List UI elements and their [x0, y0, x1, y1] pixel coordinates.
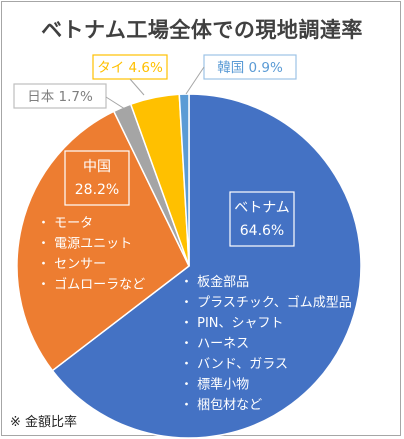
pie-slice-1	[16, 110, 190, 372]
footnote: ※ 金額比率	[10, 415, 78, 430]
slice-item-0-2: ・ PIN、シャフト	[180, 316, 284, 331]
slice-label-box-0	[229, 191, 295, 247]
slice-label-box-2	[13, 83, 107, 109]
slice-item-0-5: ・ 標準小物	[180, 377, 249, 393]
slice-item-0-0: ・ 板金部品	[180, 274, 249, 290]
slice-item-0-1: ・ プラスチック、ゴム成型品	[180, 295, 352, 311]
slice-item-1-0: ・ モータ	[37, 216, 93, 231]
leader-line-3	[129, 78, 145, 96]
slice-label-3: タイ 4.6%	[97, 60, 163, 76]
slice-label-box-1	[64, 150, 130, 206]
slice-label-box-4	[203, 54, 297, 80]
pie-slice-0	[51, 93, 362, 439]
pie-slice-4	[178, 93, 190, 267]
slice-item-0-3: ・ ハーネス	[180, 337, 249, 352]
slice-item-1-2: ・ センサー	[37, 257, 106, 272]
slice-label-2: 日本 1.7%	[27, 89, 93, 105]
slice-label-1: 中国	[83, 159, 111, 175]
slice-percent-1: 28.2%	[75, 182, 119, 198]
slice-percent-0: 64.6%	[240, 223, 284, 239]
leader-line-4	[185, 66, 205, 95]
slice-item-1-1: ・ 電源ユニット	[37, 237, 132, 252]
slice-label-4: 韓国 0.9%	[217, 60, 283, 76]
slice-item-0-6: ・ 梱包材など	[180, 398, 262, 413]
chart-title: ベトナム工場全体での現地調達率	[41, 18, 363, 42]
slice-label-0: ベトナム	[234, 200, 290, 216]
slice-item-1-3: ・ ゴムローラなど	[37, 277, 145, 293]
leader-line-2	[105, 96, 129, 112]
slice-item-0-4: ・ バンド、ガラス	[180, 357, 288, 372]
